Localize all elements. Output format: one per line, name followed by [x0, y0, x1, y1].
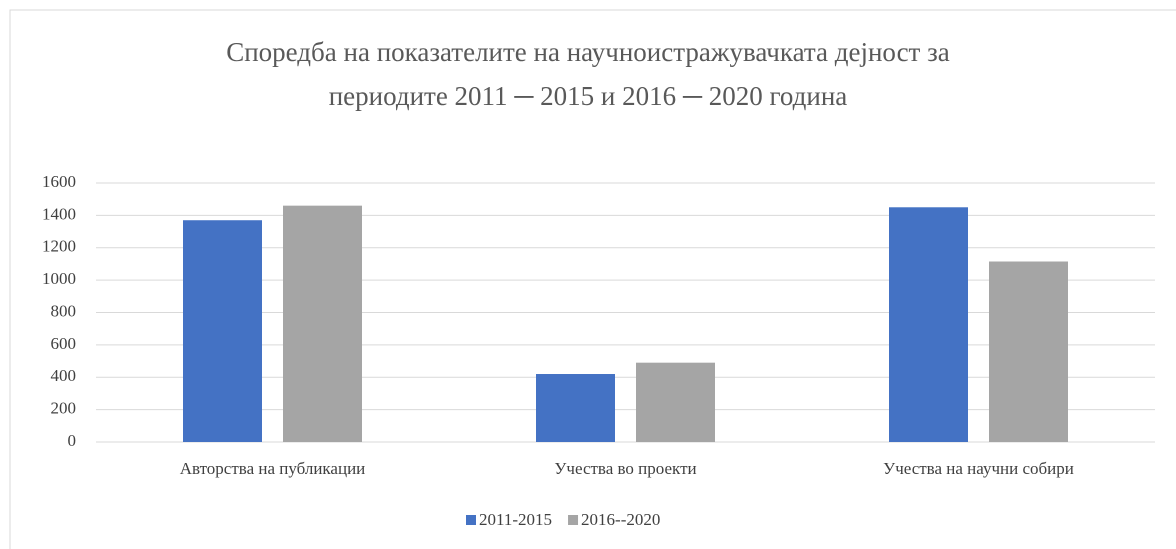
bar [889, 207, 968, 442]
bar [989, 261, 1068, 442]
legend-label: 2016--2020 [581, 510, 660, 529]
legend-label: 2011-2015 [479, 510, 552, 529]
bar [636, 362, 715, 442]
y-tick-label: 1600 [42, 172, 76, 191]
chart-title: периодите 2011 ─ 2015 и 2016 ─ 2020 годи… [329, 81, 848, 111]
legend-swatch [568, 515, 579, 525]
y-tick-label: 1400 [42, 204, 76, 223]
x-tick-label: Учества во проекти [554, 459, 696, 478]
y-tick-label: 0 [68, 431, 77, 450]
bar [183, 220, 262, 442]
bar [536, 374, 615, 442]
bar [283, 205, 362, 442]
y-tick-label: 200 [51, 399, 77, 418]
chart-title: Споредба на показателите на научноистраж… [226, 37, 950, 67]
x-tick-label: Учества на научни собири [883, 459, 1074, 478]
legend-swatch [466, 515, 476, 525]
y-tick-label: 1000 [42, 269, 76, 288]
y-tick-label: 800 [51, 301, 77, 320]
x-tick-label: Авторства на публикации [180, 459, 366, 478]
y-tick-label: 1200 [42, 237, 76, 256]
y-tick-label: 600 [51, 334, 77, 353]
y-tick-label: 400 [51, 366, 77, 385]
